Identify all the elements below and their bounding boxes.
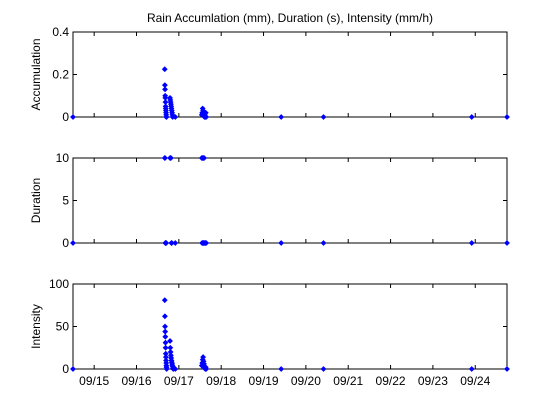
data-point (161, 313, 168, 320)
data-point (167, 155, 174, 161)
data-point (468, 240, 475, 246)
data-point (70, 366, 76, 372)
x-tick-label: 09/17 (164, 374, 194, 388)
data-point (161, 66, 168, 73)
y-axis-label-2: Duration (29, 178, 43, 223)
plot-frame-3 (72, 283, 508, 370)
y-axis-label-1: Accumulation (29, 38, 43, 110)
data-point (504, 114, 510, 120)
data-point (200, 354, 207, 361)
data-point (320, 240, 327, 246)
data-point (162, 339, 169, 346)
data-point (202, 109, 209, 116)
chart-title: Rain Accumlation (mm), Duration (s), Int… (147, 11, 433, 25)
data-point (203, 114, 210, 120)
plot-frame-1 (72, 31, 508, 118)
data-point (163, 366, 170, 372)
data-point (468, 114, 475, 120)
data-point (203, 240, 210, 246)
data-point (162, 86, 168, 93)
data-point (172, 240, 179, 246)
y-tick-label: 0 (62, 110, 69, 124)
x-tick-label: 09/21 (333, 374, 363, 388)
data-point (163, 114, 170, 120)
data-point (162, 333, 169, 340)
data-point (161, 82, 168, 89)
y-tick-label: 0 (62, 236, 69, 250)
x-tick-label: 09/20 (291, 374, 321, 388)
y-tick-label: 5 (62, 194, 69, 208)
data-point (468, 366, 475, 372)
data-point (203, 366, 210, 372)
x-tick-label: 09/19 (249, 374, 279, 388)
data-point (70, 114, 76, 120)
y-tick-label: 0.4 (52, 25, 69, 39)
data-point (278, 366, 285, 372)
data-point (320, 114, 327, 120)
data-point (70, 240, 76, 246)
data-point (278, 240, 285, 246)
data-point (201, 155, 208, 161)
data-point (167, 338, 173, 344)
data-point (172, 114, 179, 120)
y-tick-label: 0.2 (52, 68, 69, 82)
data-point (504, 366, 510, 372)
y-axis-label-3: Intensity (29, 304, 43, 349)
data-point (162, 323, 168, 330)
y-tick-label: 10 (56, 151, 70, 165)
x-tick-label: 09/23 (418, 374, 448, 388)
y-tick-label: 50 (56, 320, 70, 334)
data-point (278, 114, 285, 120)
x-tick-label: 09/24 (460, 374, 490, 388)
data-point (504, 240, 510, 246)
data-point (167, 344, 174, 351)
x-tick-label: 09/16 (121, 374, 151, 388)
plot-frame-2 (72, 157, 508, 244)
data-point (320, 366, 327, 372)
data-point (162, 328, 169, 335)
x-tick-label: 09/18 (206, 374, 236, 388)
y-tick-label: 0 (62, 362, 69, 376)
y-tick-label: 100 (49, 277, 69, 291)
x-tick-label: 09/22 (376, 374, 406, 388)
x-tick-label: 09/15 (79, 374, 109, 388)
data-point (161, 297, 168, 304)
data-point (172, 366, 179, 372)
